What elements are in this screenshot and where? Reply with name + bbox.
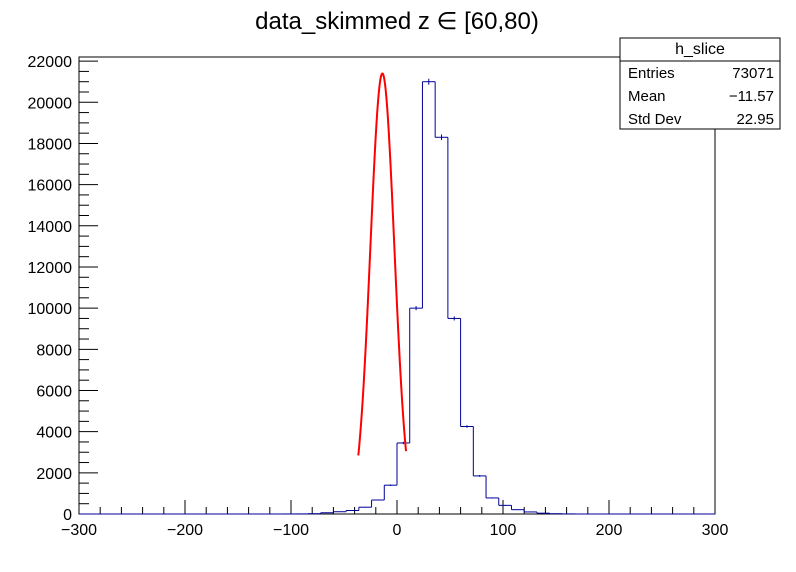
stats-entries-value: 73071 <box>732 65 774 82</box>
y-tick-label: 12000 <box>28 260 73 277</box>
x-tick-label: −300 <box>61 522 97 539</box>
stats-entries-label: Entries <box>628 65 675 82</box>
y-tick-label: 2000 <box>36 466 72 483</box>
x-tick-label: 300 <box>702 522 729 539</box>
y-tick-label: 20000 <box>28 95 73 112</box>
stats-box-frame <box>619 37 781 130</box>
stats-mean-label: Mean <box>628 88 666 105</box>
y-tick-label: 16000 <box>28 178 73 195</box>
chart-title: data_skimmed z ∈ [60,80) <box>255 8 539 35</box>
y-tick-label: 18000 <box>28 136 73 153</box>
stats-box-title: h_slice <box>675 41 725 58</box>
stats-box: h_slice Entries 73071 Mean −11.57 Std De… <box>619 37 781 130</box>
stats-mean-value: −11.57 <box>729 88 774 105</box>
x-tick-label: −200 <box>167 522 203 539</box>
y-tick-label: 8000 <box>36 342 72 359</box>
x-tick-label: 0 <box>393 522 402 539</box>
y-tick-label: 10000 <box>28 301 73 318</box>
fit-curve <box>357 72 408 456</box>
x-tick-label: 200 <box>596 522 623 539</box>
x-tick-label: 100 <box>490 522 517 539</box>
stats-stddev-value: 22.95 <box>736 111 774 128</box>
y-tick-label: 4000 <box>36 425 72 442</box>
gaussian-fit <box>357 72 408 456</box>
stats-stddev-label: Std Dev <box>628 111 682 128</box>
y-tick-label: 6000 <box>36 383 72 400</box>
y-tick-label: 0 <box>63 507 72 524</box>
y-tick-label: 22000 <box>28 54 73 71</box>
y-tick-label: 14000 <box>28 219 73 236</box>
histogram-series <box>79 78 715 515</box>
axes: −300 −200 −100 0 100 200 300 0 2000 4000 6000 8000 1… <box>28 54 729 539</box>
x-tick-label: −100 <box>273 522 309 539</box>
